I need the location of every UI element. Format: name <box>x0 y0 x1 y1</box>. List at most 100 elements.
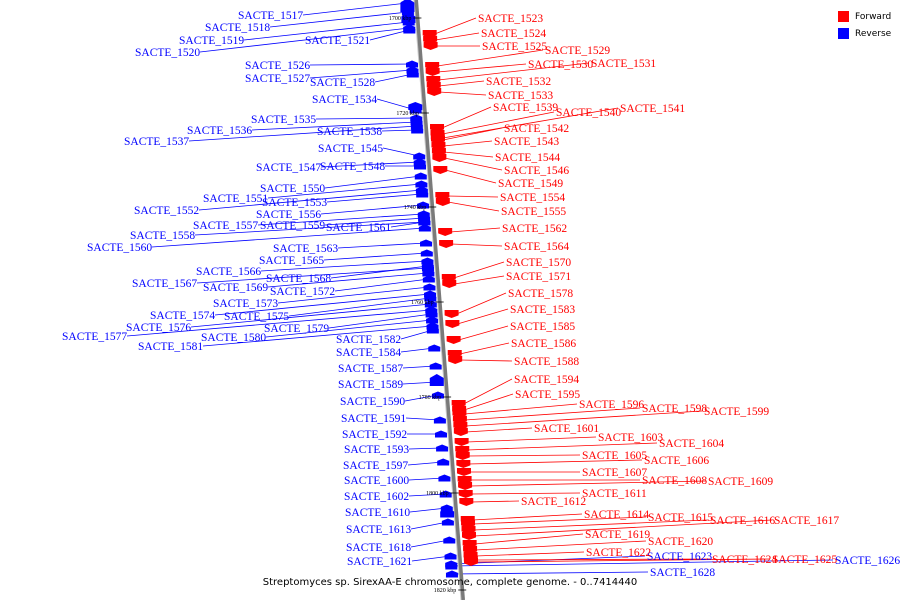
leader-forward <box>444 157 503 171</box>
gene-label-forward: SACTE_1609 <box>708 476 773 488</box>
gene-label-reverse: SACTE_1597 <box>343 460 408 472</box>
gene-label-forward: SACTE_1624 <box>712 554 777 566</box>
gene-label-forward: SACTE_1586 <box>511 338 576 350</box>
leader-forward <box>442 107 619 139</box>
gene-reverse-glyph <box>421 262 434 270</box>
gene-forward-glyph <box>458 490 473 498</box>
gene-label-reverse: SACTE_1618 <box>346 542 411 554</box>
gene-label-reverse: SACTE_1561 <box>326 222 391 234</box>
gene-label-reverse: SACTE_1593 <box>344 444 409 456</box>
gene-reverse-glyph <box>429 362 442 370</box>
gene-reverse-glyph <box>428 344 441 352</box>
leader-forward <box>437 63 527 73</box>
gene-label-forward: SACTE_1619 <box>585 529 650 541</box>
gene-label-forward: SACTE_1525 <box>482 41 547 53</box>
tick-label: 1700 kbp <box>389 16 412 22</box>
gene-reverse-glyph <box>434 430 447 438</box>
gene-label-forward: SACTE_1524 <box>481 28 546 40</box>
gene-label-reverse: SACTE_1602 <box>344 491 409 503</box>
leader-forward <box>450 227 501 233</box>
gene-label-forward: SACTE_1530 <box>528 59 593 71</box>
gene-forward-glyph <box>435 198 450 206</box>
gene-forward-glyph <box>464 558 479 566</box>
leader-forward <box>451 243 503 247</box>
gene-reverse-glyph <box>439 490 452 498</box>
leader-reverse <box>267 272 429 288</box>
gene-forward-glyph <box>456 468 471 476</box>
leader-reverse <box>277 286 430 304</box>
leader-forward <box>458 325 509 341</box>
gene-label-reverse: SACTE_1566 <box>196 266 261 278</box>
gene-label-forward: SACTE_1601 <box>534 423 599 435</box>
gene-reverse-glyph <box>420 249 433 257</box>
gene-label-forward: SACTE_1562 <box>502 223 567 235</box>
leader-forward <box>447 195 499 198</box>
leader-reverse <box>251 121 417 131</box>
leader-reverse <box>267 183 422 199</box>
gene-label-reverse: SACTE_1591 <box>341 413 406 425</box>
gene-reverse-glyph <box>437 458 450 466</box>
gene-reverse-glyph <box>406 70 419 78</box>
leader-forward <box>463 378 513 405</box>
gene-label-reverse: SACTE_1527 <box>245 73 310 85</box>
leader-reverse <box>320 204 424 215</box>
gene-forward-glyph <box>432 154 447 162</box>
gene-label-reverse: SACTE_1563 <box>273 243 338 255</box>
gene-reverse-glyph <box>400 0 415 12</box>
forward-swatch <box>838 11 849 22</box>
gene-forward-glyph <box>456 460 471 468</box>
gene-label-forward: SACTE_1570 <box>506 257 571 269</box>
leader-forward <box>457 308 509 325</box>
gene-forward-glyph <box>444 310 459 318</box>
leader-reverse <box>326 193 423 203</box>
gene-forward-glyph <box>461 532 476 540</box>
leader-forward <box>475 540 647 551</box>
gene-label-forward: SACTE_1614 <box>584 509 649 521</box>
leader-reverse <box>451 559 834 567</box>
gene-label-reverse: SACTE_1553 <box>262 197 327 209</box>
gene-label-forward: SACTE_1578 <box>508 288 573 300</box>
leader-forward <box>445 169 497 184</box>
gene-label-forward: SACTE_1541 <box>620 103 685 115</box>
gene-reverse-glyph <box>443 536 456 544</box>
leader-reverse <box>408 493 446 497</box>
gene-label-reverse: SACTE_1519 <box>179 35 244 47</box>
leader-reverse <box>257 213 424 226</box>
gene-label-forward: SACTE_1571 <box>506 271 571 283</box>
gene-label-forward: SACTE_1622 <box>586 547 651 559</box>
gene-label-forward: SACTE_1616 <box>710 515 775 527</box>
gene-label-forward: SACTE_1564 <box>504 241 569 253</box>
gene-label-reverse: SACTE_1534 <box>312 94 377 106</box>
gene-reverse-glyph <box>401 13 416 23</box>
gene-label-forward: SACTE_1540 <box>556 107 621 119</box>
gene-reverse-glyph <box>411 126 424 134</box>
gene-label-reverse: SACTE_1628 <box>650 567 715 579</box>
gene-reverse-glyph <box>420 239 433 247</box>
leader-forward <box>464 403 578 415</box>
gene-reverse-glyph <box>414 162 427 170</box>
gene-label-forward: SACTE_1585 <box>510 321 575 333</box>
gene-label-forward: SACTE_1523 <box>478 13 543 25</box>
gene-forward-glyph <box>448 356 463 364</box>
leader-forward <box>476 558 771 563</box>
gene-label-reverse: SACTE_1600 <box>344 475 409 487</box>
legend-reverse: Reverse <box>838 25 891 42</box>
gene-label-reverse: SACTE_1538 <box>317 126 382 138</box>
gene-forward-glyph <box>442 280 457 288</box>
leader-forward <box>471 500 520 503</box>
gene-label-reverse: SACTE_1520 <box>135 47 200 59</box>
gene-label-reverse: SACTE_1537 <box>124 136 189 148</box>
gene-label-reverse: SACTE_1590 <box>340 396 405 408</box>
leader-reverse <box>269 11 408 28</box>
leader-forward <box>472 513 583 521</box>
gene-label-reverse: SACTE_1556 <box>256 209 321 221</box>
leader-reverse <box>410 539 450 548</box>
gene-label-reverse: SACTE_1584 <box>336 347 401 359</box>
leader-forward <box>454 275 505 285</box>
gene-reverse-glyph <box>424 294 437 302</box>
gene-forward-glyph <box>458 482 473 490</box>
gene-label-reverse: SACTE_1558 <box>130 230 195 242</box>
leader-reverse <box>190 303 431 328</box>
gene-reverse-glyph <box>426 316 439 324</box>
gene-reverse-glyph <box>414 172 427 180</box>
